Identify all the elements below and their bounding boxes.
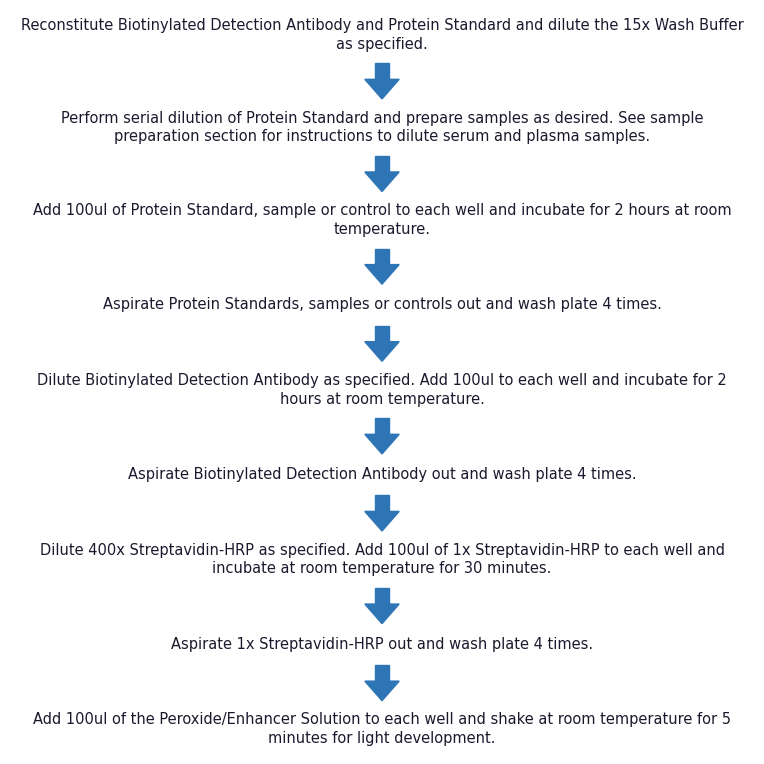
Polygon shape [365, 264, 400, 284]
Text: Dilute 400x Streptavidin-HRP as specified. Add 100ul of 1x Streptavidin-HRP to e: Dilute 400x Streptavidin-HRP as specifie… [40, 542, 724, 576]
Polygon shape [375, 588, 389, 604]
Polygon shape [375, 418, 389, 434]
Text: Dilute Biotinylated Detection Antibody as specified. Add 100ul to each well and : Dilute Biotinylated Detection Antibody a… [37, 373, 727, 406]
Polygon shape [365, 681, 400, 701]
Polygon shape [375, 63, 389, 79]
Polygon shape [365, 434, 400, 454]
Text: Aspirate 1x Streptavidin-HRP out and wash plate 4 times.: Aspirate 1x Streptavidin-HRP out and was… [171, 637, 593, 652]
Polygon shape [375, 248, 389, 264]
Text: Aspirate Biotinylated Detection Antibody out and wash plate 4 times.: Aspirate Biotinylated Detection Antibody… [128, 467, 636, 482]
Polygon shape [365, 172, 400, 192]
Polygon shape [375, 495, 389, 511]
Polygon shape [365, 342, 400, 361]
Polygon shape [365, 604, 400, 623]
Polygon shape [375, 325, 389, 342]
Polygon shape [375, 665, 389, 681]
Text: Aspirate Protein Standards, samples or controls out and wash plate 4 times.: Aspirate Protein Standards, samples or c… [102, 297, 662, 312]
Polygon shape [365, 79, 400, 99]
Polygon shape [365, 511, 400, 531]
Text: Reconstitute Biotinylated Detection Antibody and Protein Standard and dilute the: Reconstitute Biotinylated Detection Anti… [21, 18, 743, 52]
Text: Add 100ul of the Peroxide/Enhancer Solution to each well and shake at room tempe: Add 100ul of the Peroxide/Enhancer Solut… [33, 712, 731, 746]
Polygon shape [375, 156, 389, 172]
Text: Add 100ul of Protein Standard, sample or control to each well and incubate for 2: Add 100ul of Protein Standard, sample or… [33, 203, 731, 237]
Text: Perform serial dilution of Protein Standard and prepare samples as desired. See : Perform serial dilution of Protein Stand… [61, 111, 703, 144]
